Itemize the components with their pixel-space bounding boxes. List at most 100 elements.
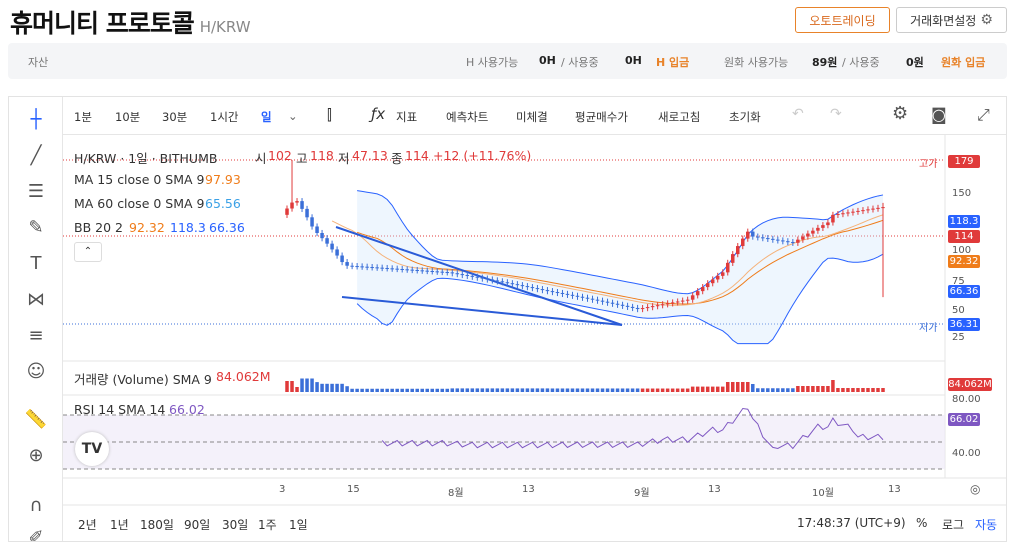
close-price-tag: 114 [948, 230, 980, 243]
fullscreen-icon[interactable]: ⤢ [977, 105, 990, 124]
volume-bar [715, 386, 720, 392]
avg-buy-button[interactable]: 평균매수가 [575, 110, 628, 124]
candle-body [700, 287, 705, 292]
candle-body [645, 307, 650, 309]
range-30d[interactable]: 30일 [222, 518, 249, 532]
legend-l-label: 저 [338, 151, 350, 166]
text-tool-icon[interactable]: T [30, 253, 42, 274]
volume-bar [330, 383, 334, 392]
measure-lines-icon[interactable]: ≡ [28, 325, 44, 346]
camera-icon[interactable]: ◙ [931, 105, 947, 124]
interval-30m[interactable]: 30분 [162, 110, 188, 124]
candle-body [505, 282, 510, 284]
interval-day[interactable]: 일 [261, 110, 272, 124]
volume-bar [370, 388, 374, 392]
fib-lines-icon[interactable]: ☰ [27, 181, 45, 202]
candle-body [360, 266, 364, 268]
pencil-icon[interactable]: ✐ [28, 527, 44, 541]
coin-name: 휴머니티 프로토콜 [10, 9, 195, 38]
volume-bar [725, 382, 730, 392]
candle-body [861, 210, 865, 212]
volume-bar [290, 381, 294, 392]
candle-body [465, 274, 470, 276]
candle-body [400, 268, 404, 270]
rsi-pane [63, 407, 945, 470]
candle-body [680, 300, 685, 302]
range-180d[interactable]: 180일 [140, 518, 174, 532]
function-icon[interactable]: ƒx [371, 105, 386, 123]
pattern-icon[interactable]: ⋈ [27, 289, 45, 310]
legend-bb-up: 118.3 [170, 220, 206, 235]
volume-bar [440, 388, 445, 392]
brush-icon[interactable]: ✎ [28, 217, 44, 238]
volume-bar [645, 388, 650, 392]
range-1y[interactable]: 1년 [110, 518, 129, 532]
tradingview-logo[interactable]: TV [75, 432, 109, 466]
candle-body [806, 233, 810, 237]
crosshair-icon[interactable]: ┼ [30, 109, 42, 130]
magnet-icon[interactable]: ∩ [29, 495, 43, 516]
chevron-down-icon[interactable]: ⌄ [288, 109, 298, 123]
volume-bar [300, 378, 304, 392]
high-marker-label: 고가 [919, 159, 938, 170]
krw-deposit-link[interactable]: 원화 입금 [941, 56, 986, 69]
log-toggle[interactable]: 로그 [942, 518, 965, 532]
candle-body [801, 236, 805, 240]
pair-label: H/KRW [199, 18, 251, 36]
candle-body [665, 303, 670, 305]
candle-body [650, 306, 655, 308]
legend-high: 118 [310, 148, 334, 163]
candle-body [841, 213, 845, 215]
interval-10m[interactable]: 10분 [115, 110, 141, 124]
drawing-toolbar: ┼ ╱ ☰ ✎ T ⋈ ≡ ☺ 📏 ⊕ ∩ ✐ [9, 97, 63, 541]
axis-settings-icon[interactable]: ◎ [970, 482, 981, 496]
bb-upper-tag: 118.3 [948, 215, 980, 228]
settings-gear-icon[interactable]: ⚙ [892, 103, 909, 124]
indicator-button[interactable]: 지표 [396, 110, 418, 124]
screen-settings-button[interactable]: 거래화면설정 ⚙ [896, 7, 1007, 33]
volume-bar [445, 388, 450, 392]
undo-icon[interactable]: ↶ [792, 106, 804, 122]
volume-bars [285, 378, 885, 392]
volume-bar [685, 388, 690, 392]
auto-trade-button[interactable]: 오토트레이딩 [795, 7, 890, 33]
candle-body [725, 262, 730, 273]
reset-button[interactable]: 초기화 [729, 110, 761, 124]
legend-ma15: MA 15 close 0 SMA 9 [74, 172, 205, 187]
collapse-legend-icon[interactable]: ⌃ [74, 242, 102, 262]
ruler-icon[interactable]: 📏 [24, 409, 48, 430]
emoji-icon[interactable]: ☺ [26, 361, 46, 382]
volume-bar [791, 388, 795, 392]
redo-icon[interactable]: ↷ [830, 106, 842, 122]
candle-body [730, 254, 735, 263]
h-deposit-link[interactable]: H 입금 [656, 56, 690, 69]
candle-body [766, 238, 770, 240]
percent-toggle[interactable]: % [916, 516, 928, 530]
volume-tag: 84.062M [948, 378, 992, 391]
volume-bar [580, 388, 585, 392]
interval-1m[interactable]: 1분 [74, 110, 92, 124]
range-1w[interactable]: 1주 [258, 518, 277, 532]
candle-body [320, 232, 324, 239]
interval-1h[interactable]: 1시간 [210, 110, 239, 124]
clock: 17:48:37 (UTC+9) [797, 516, 906, 530]
range-2y[interactable]: 2년 [78, 518, 97, 532]
candle-body [836, 214, 840, 216]
trend-line-icon[interactable]: ╱ [30, 145, 42, 166]
candle-type-icon[interactable]: ⫿ [327, 106, 332, 124]
balance-bar: 자산 H 사용가능 0H / 사용중 0H H 입금 원화 사용가능 89원 /… [8, 43, 1007, 79]
refresh-button[interactable]: 새로고침 [658, 110, 701, 124]
volume-bar [776, 388, 780, 392]
volume-bar [736, 382, 740, 392]
candle-body [385, 268, 389, 270]
zoom-in-icon[interactable]: ⊕ [28, 445, 44, 466]
auto-toggle[interactable]: 자동 [975, 518, 998, 532]
forecast-chart-button[interactable]: 예측차트 [446, 110, 489, 124]
x-tick: 3 [279, 484, 286, 495]
volume-bar [480, 388, 485, 392]
candle-body [746, 231, 750, 239]
range-90d[interactable]: 90일 [184, 518, 211, 532]
unsettled-button[interactable]: 미체결 [516, 110, 548, 124]
range-1d[interactable]: 1일 [289, 518, 308, 532]
